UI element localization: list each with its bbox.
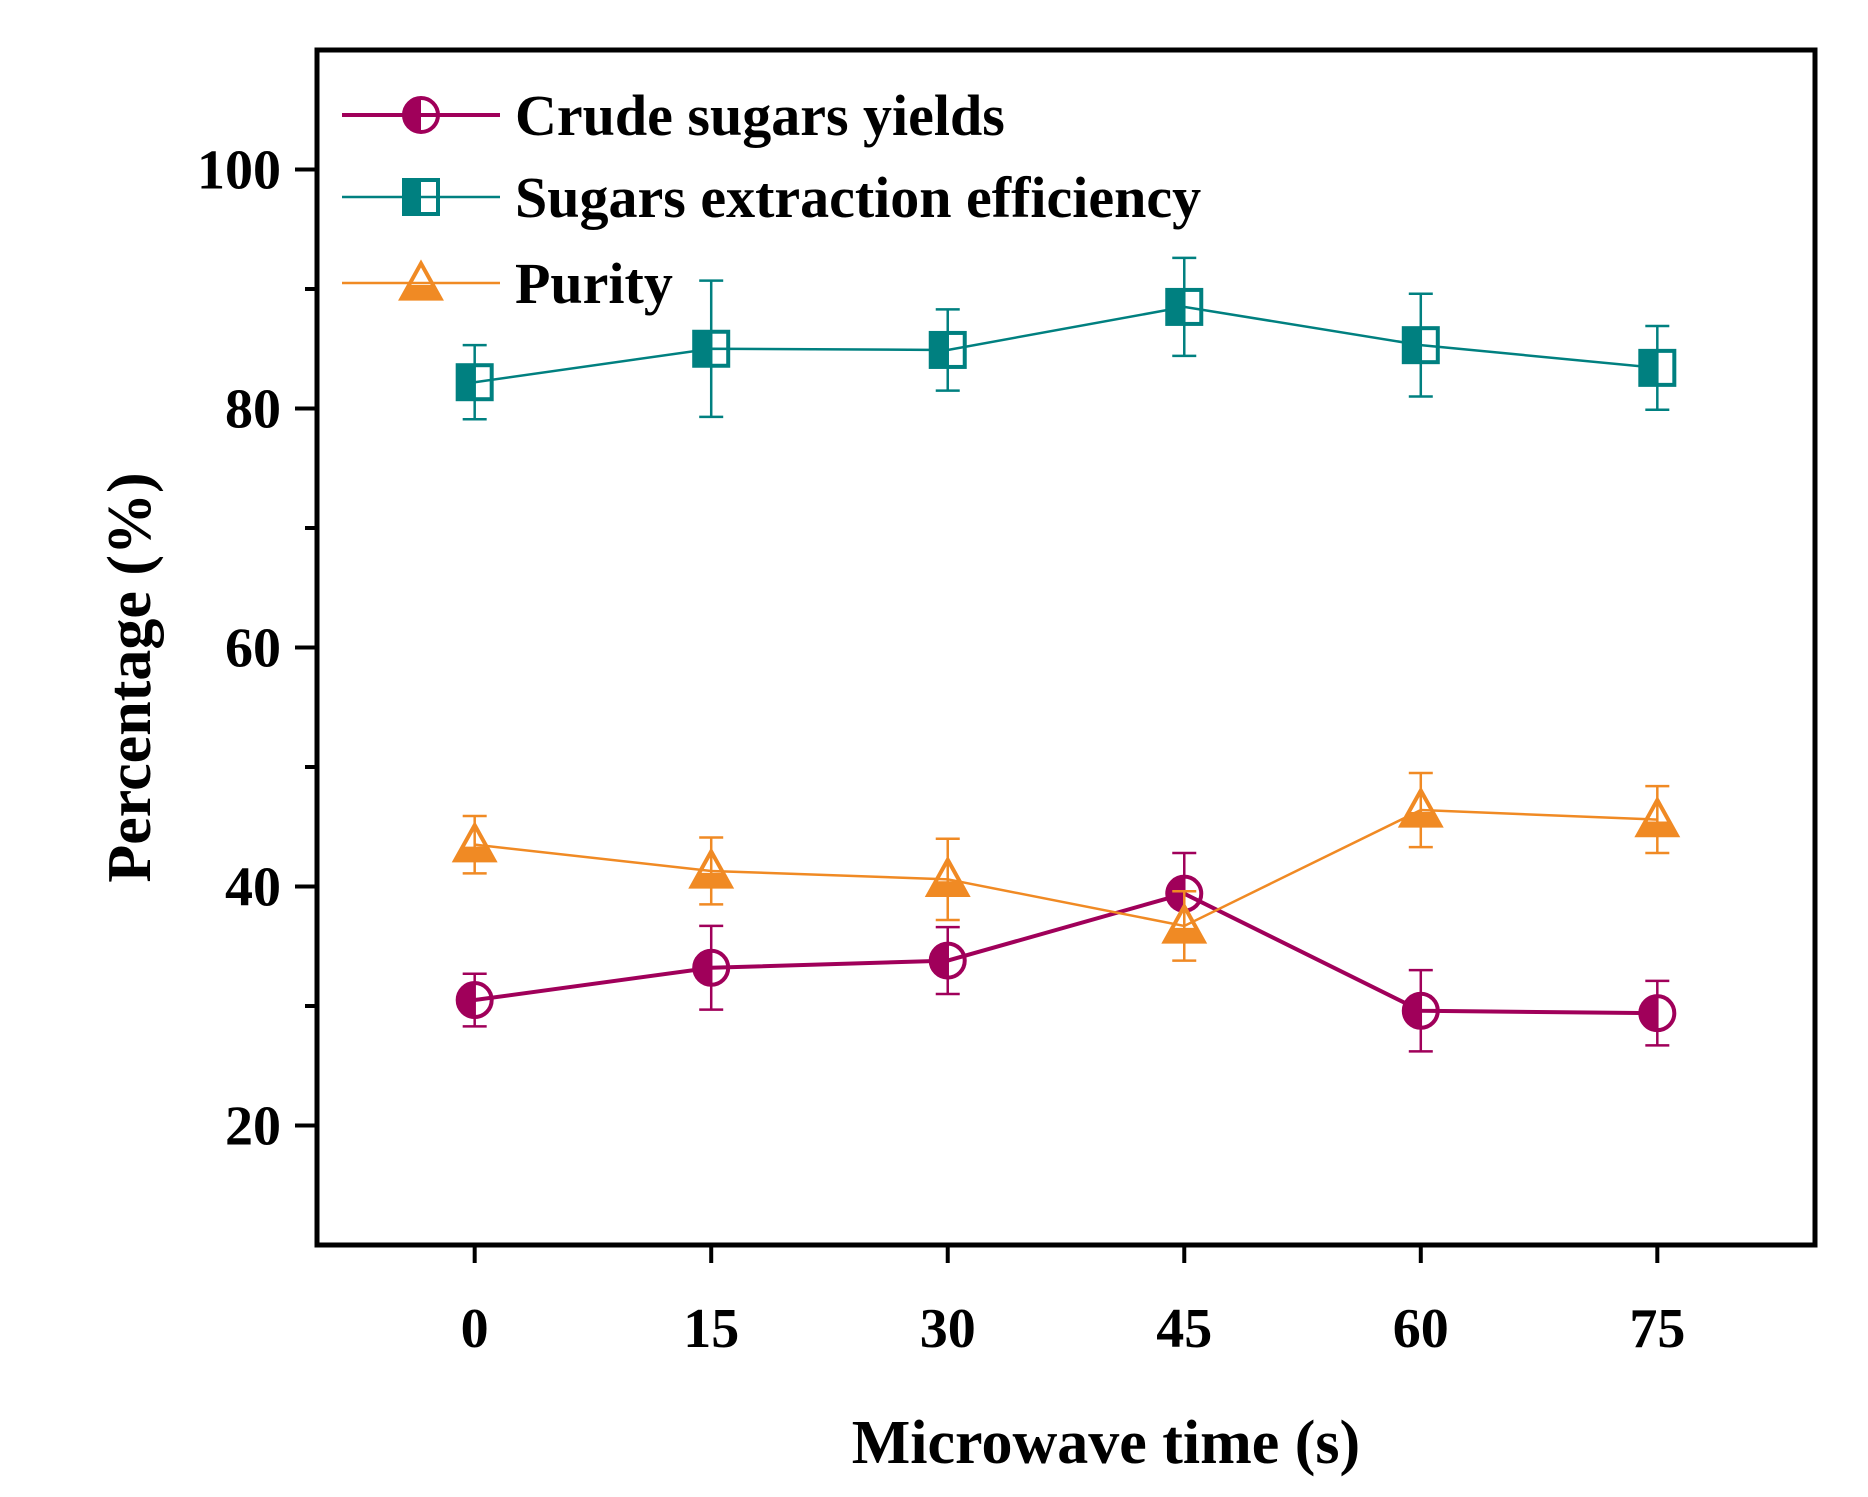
marker-fill: [930, 332, 948, 367]
marker-outline: [1634, 795, 1681, 838]
marker-fill: [1640, 350, 1658, 385]
marker-fill: [1401, 811, 1441, 826]
x-tick-label: 60: [1393, 1298, 1449, 1360]
marker-outline: [455, 363, 494, 402]
marker-outline: [451, 821, 498, 863]
series-line: [474, 305, 1658, 384]
y-tick-label: 80: [225, 379, 281, 441]
series-purity: [451, 771, 1681, 962]
data-point: [1401, 991, 1440, 1030]
series-line: [474, 808, 1658, 928]
marker-fill: [1637, 821, 1677, 836]
y-axis-title: Percentage (%): [96, 472, 164, 882]
marker-fill: [694, 331, 712, 366]
marker-outline: [924, 855, 971, 897]
marker-outline: [402, 178, 440, 216]
marker-fill: [457, 365, 475, 400]
legend-label: Crude sugars yields: [515, 83, 1005, 148]
legend-item: Purity: [342, 251, 673, 316]
legend-label: Purity: [515, 251, 673, 316]
marker-fill: [1403, 328, 1421, 363]
data-point: [402, 96, 440, 134]
legend-label: Sugars extraction efficiency: [515, 165, 1201, 230]
data-point: [688, 847, 735, 889]
data-point: [1165, 287, 1204, 326]
legend-item: Sugars extraction efficiency: [342, 165, 1201, 230]
series-line: [474, 891, 1658, 1016]
y-tick-label: 20: [225, 1096, 281, 1158]
series-crude-sugars-yields: [455, 851, 1677, 1053]
marker-fill: [1164, 927, 1204, 942]
data-point: [928, 941, 967, 980]
marker-fill: [928, 881, 968, 895]
marker-outline: [402, 96, 440, 134]
marker-outline: [398, 259, 444, 301]
marker-outline: [1638, 994, 1677, 1033]
legend: Crude sugars yields Sugars extraction eff…: [342, 83, 1201, 316]
marker-outline: [928, 941, 967, 980]
x-tick-label: 45: [1156, 1298, 1212, 1360]
x-tick-label: 0: [461, 1298, 489, 1360]
data-point: [928, 330, 967, 369]
data-point: [924, 855, 971, 897]
data-point: [1401, 326, 1440, 365]
series-layer: [451, 256, 1681, 1053]
data-point: [455, 981, 494, 1020]
x-axis-title: Microwave time (s): [852, 1409, 1360, 1477]
legend-item: Crude sugars yields: [342, 83, 1005, 148]
data-point: [692, 329, 731, 368]
data-point: [451, 821, 498, 863]
marker-outline: [1638, 348, 1677, 387]
data-point: [692, 948, 731, 987]
data-point: [1634, 795, 1681, 838]
data-point: [1161, 902, 1208, 944]
y-tick-label: 40: [225, 857, 281, 919]
x-tick-label: 75: [1629, 1298, 1685, 1360]
marker-fill: [401, 284, 441, 299]
marker-outline: [455, 981, 494, 1020]
marker-outline: [692, 948, 731, 987]
series-sugars-extraction-efficiency: [455, 256, 1677, 421]
marker-outline: [928, 330, 967, 369]
x-tick-label: 30: [920, 1298, 976, 1360]
marker-outline: [1397, 786, 1444, 828]
marker-fill: [455, 846, 495, 861]
y-tick-label: 60: [225, 618, 281, 680]
marker-fill: [404, 180, 421, 214]
x-axis: 0 15 30 45 60 75: [461, 1245, 1685, 1360]
data-point: [1638, 994, 1677, 1033]
marker-outline: [692, 329, 731, 368]
marker-outline: [1165, 287, 1204, 326]
data-point: [1397, 786, 1444, 828]
x-tick-label: 15: [683, 1298, 739, 1360]
y-axis: 20 40 60 80 100: [197, 140, 317, 1158]
data-point: [402, 178, 440, 216]
marker-outline: [1161, 902, 1208, 944]
data-point: [455, 363, 494, 402]
marker-outline: [1401, 326, 1440, 365]
marker-outline: [1401, 991, 1440, 1030]
data-point: [1638, 348, 1677, 387]
marker-outline: [688, 847, 735, 889]
marker-fill: [1167, 289, 1185, 324]
marker-fill: [691, 872, 731, 887]
data-point: [398, 259, 444, 301]
y-tick-label: 100: [197, 140, 281, 202]
